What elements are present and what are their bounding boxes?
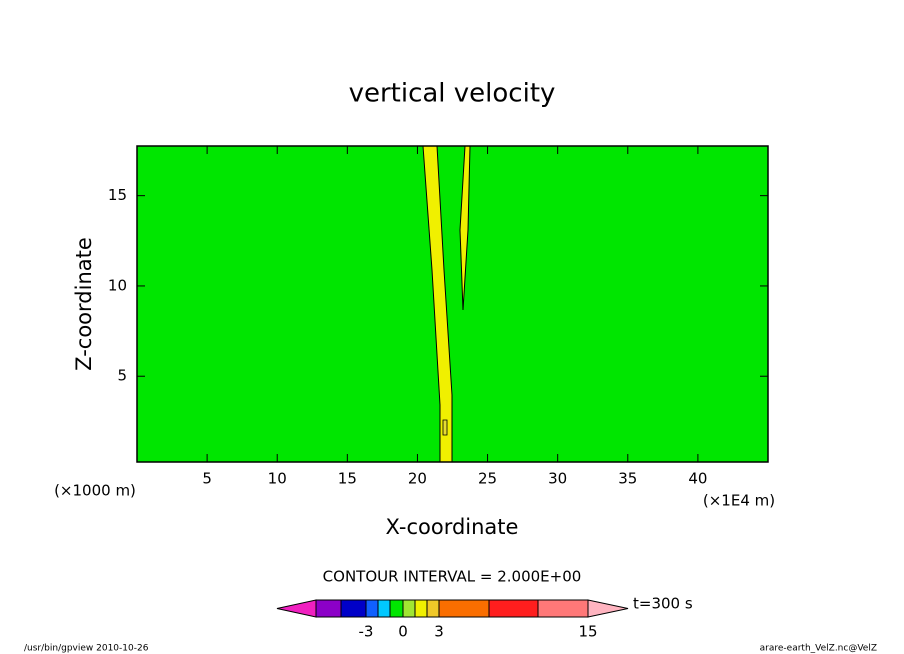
colorbar-label: 3 bbox=[434, 623, 444, 641]
colorbar-label: 15 bbox=[578, 623, 597, 641]
x-tick-label: 40 bbox=[688, 470, 707, 488]
y-axis-label: Z-coordinate bbox=[72, 237, 96, 371]
colorbar-segment bbox=[365, 599, 379, 618]
x-tick-label: 20 bbox=[408, 470, 427, 488]
footer: arare-earth_VelZ.nc@VelZ bbox=[760, 644, 877, 654]
colorbar-segment bbox=[414, 599, 428, 618]
colorbar-triangle bbox=[276, 599, 317, 618]
colorbar-segment bbox=[438, 599, 490, 618]
colorbar-segment bbox=[389, 599, 404, 618]
colorbar-label: -3 bbox=[359, 623, 374, 641]
contour-region bbox=[442, 419, 448, 436]
x-tick-label: 25 bbox=[478, 470, 497, 488]
colorbar-segment bbox=[488, 599, 539, 618]
plot-frame bbox=[136, 145, 769, 463]
contour-interval: CONTOUR INTERVAL = 2.000E+00 bbox=[323, 568, 582, 586]
time-label: t=300 s bbox=[633, 595, 693, 613]
colorbar-segment bbox=[537, 599, 589, 618]
x-tick-label: 15 bbox=[338, 470, 357, 488]
x-axis-label: X-coordinate bbox=[386, 515, 519, 539]
footer: /usr/bin/gpview 2010-10-26 bbox=[24, 644, 149, 654]
chart-title: vertical velocity bbox=[349, 79, 556, 109]
x-tick-label: 30 bbox=[548, 470, 567, 488]
x-tick-label: 35 bbox=[618, 470, 637, 488]
colorbar-segment bbox=[377, 599, 391, 618]
colorbar-segment bbox=[315, 599, 342, 618]
x-tick-label: 10 bbox=[268, 470, 287, 488]
colorbar-segment bbox=[402, 599, 416, 618]
y-tick-label: 5 bbox=[117, 367, 127, 385]
x-tick-label: 5 bbox=[202, 470, 212, 488]
x-unit: (×1E4 m) bbox=[703, 492, 775, 510]
x-unit: (×1000 m) bbox=[54, 482, 136, 500]
colorbar-label: 0 bbox=[398, 623, 408, 641]
y-tick-label: 15 bbox=[108, 186, 127, 204]
colorbar-segment bbox=[340, 599, 367, 618]
colorbar-segment bbox=[426, 599, 440, 618]
plot-area bbox=[136, 145, 769, 463]
y-tick-label: 10 bbox=[108, 276, 127, 294]
colorbar-triangle bbox=[587, 599, 629, 618]
